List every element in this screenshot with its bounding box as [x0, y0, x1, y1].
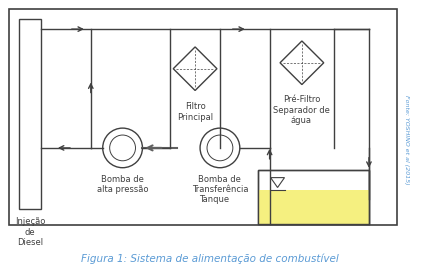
Text: Pré-Filtro
Separador de
água: Pré-Filtro Separador de água — [273, 95, 330, 125]
Text: Fonte: YOSHINO et al (2015): Fonte: YOSHINO et al (2015) — [404, 95, 409, 185]
Bar — [9, 9, 397, 225]
Text: Bomba de
alta pressão: Bomba de alta pressão — [97, 175, 148, 194]
Text: Filtro
Principal: Filtro Principal — [177, 102, 213, 122]
Bar — [258, 170, 369, 224]
Bar — [258, 170, 369, 224]
Bar — [258, 190, 369, 224]
Text: Injeção
de
Diesel: Injeção de Diesel — [15, 217, 45, 247]
Text: Bomba de
Transferência: Bomba de Transferência — [192, 175, 248, 194]
Bar — [19, 19, 41, 209]
Text: Tanque: Tanque — [199, 195, 229, 204]
Text: Figura 1: Sistema de alimentação de combustível: Figura 1: Sistema de alimentação de comb… — [81, 254, 339, 264]
